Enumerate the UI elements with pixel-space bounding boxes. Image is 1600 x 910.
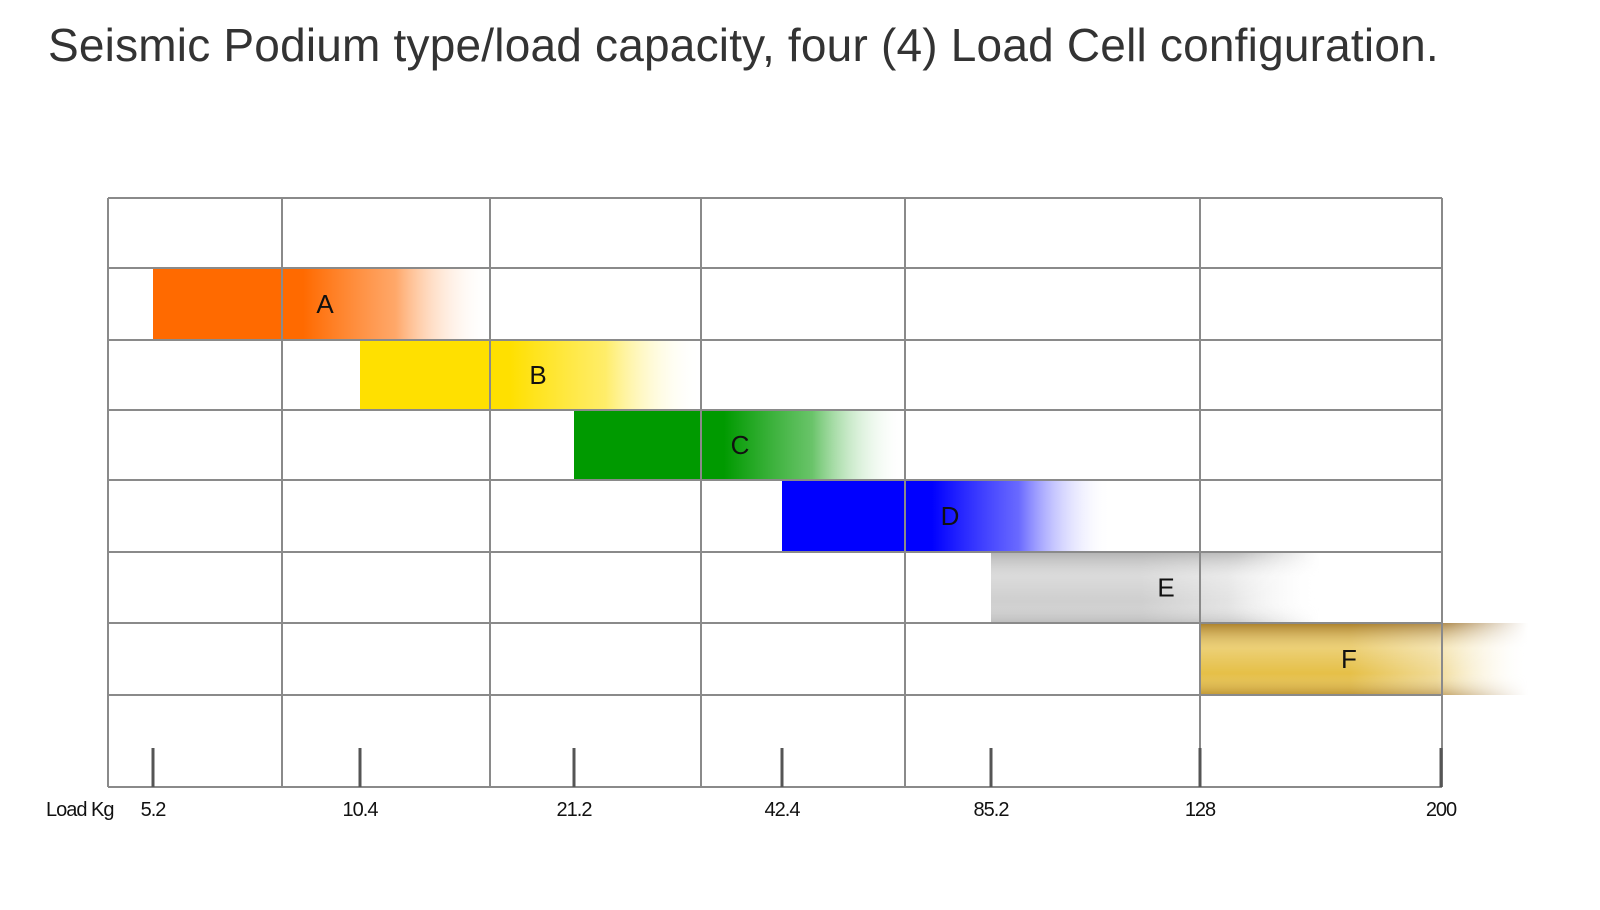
page-title: Seismic Podium type/load capacity, four … bbox=[48, 19, 1439, 71]
axis-label: Load Kg bbox=[46, 799, 114, 821]
tick-label: 128 bbox=[1185, 799, 1216, 821]
bar-a bbox=[153, 268, 490, 340]
tick-label: 10.4 bbox=[343, 799, 379, 821]
bar-label-c: C bbox=[731, 430, 750, 460]
bar-b bbox=[360, 340, 701, 410]
tick-label: 85.2 bbox=[974, 799, 1010, 821]
bar-c bbox=[574, 410, 905, 480]
tick-label: 42.4 bbox=[765, 799, 801, 821]
bar-label-f: F bbox=[1341, 644, 1357, 674]
tick-label: 200 bbox=[1426, 799, 1457, 821]
bar-f-shading bbox=[1200, 623, 1528, 695]
bar-label-b: B bbox=[529, 360, 546, 390]
tick-label: 21.2 bbox=[557, 799, 593, 821]
bar-label-e: E bbox=[1157, 573, 1174, 603]
bar-label-d: D bbox=[941, 501, 960, 531]
bar-e-shading bbox=[991, 552, 1320, 623]
bar-d bbox=[782, 480, 1111, 552]
tick-label: 5.2 bbox=[141, 799, 167, 821]
bar-label-a: A bbox=[316, 289, 334, 319]
